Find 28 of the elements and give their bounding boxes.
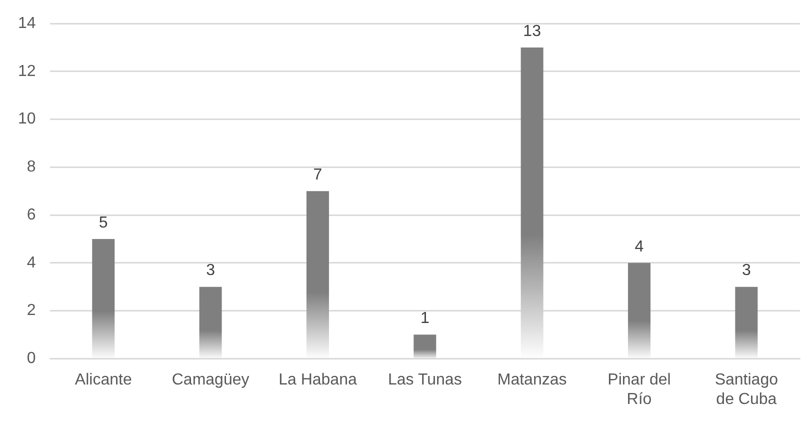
bar [735,286,758,358]
data-label: 4 [634,238,644,256]
x-tick-label: Las Tunas [388,372,462,389]
data-label: 3 [206,262,216,280]
bar [92,238,115,358]
data-label: 5 [98,214,108,232]
bar [628,262,650,358]
bar [306,191,329,358]
x-tick-label: Alicante [74,372,132,389]
x-tick-label: Santiago de Cuba [714,372,778,408]
data-label: 7 [313,166,322,184]
y-tick-label: 14 [18,15,36,32]
data-label: 3 [742,262,751,280]
y-tick-label: 4 [26,254,36,272]
y-tick-label: 2 [26,302,36,320]
x-tick-label: La Habana [278,372,357,389]
data-label: 13 [523,22,542,40]
data-label: 1 [420,310,430,328]
y-tick-label: 8 [26,158,36,176]
y-tick-label: 6 [26,206,36,224]
y-tick-label: 0 [26,350,36,368]
bar [414,334,436,358]
x-tick-label: Pinar del Río [608,372,671,408]
y-tick-label: 10 [18,110,36,128]
x-tick-label: Camagüey [172,372,250,389]
x-tick-label: Matanzas [497,372,567,389]
y-tick-label: 12 [18,62,36,80]
bar [199,286,222,358]
